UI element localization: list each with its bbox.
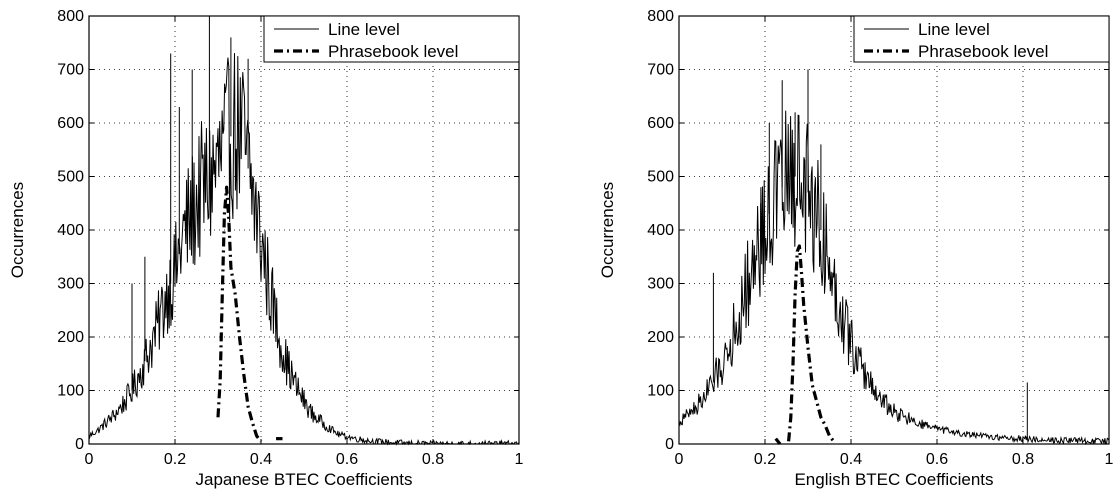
y-tick-label: 700 xyxy=(57,62,84,79)
y-tick-label: 800 xyxy=(57,8,84,25)
x-axis-label: English BTEC Coefficients xyxy=(794,470,993,489)
legend-label: Line level xyxy=(918,20,990,39)
x-tick-label: 0.8 xyxy=(1012,451,1034,468)
y-tick-label: 700 xyxy=(647,62,674,79)
y-tick-label: 300 xyxy=(57,276,84,293)
y-axis-label: Occurrences xyxy=(8,182,27,278)
y-tick-label: 400 xyxy=(647,222,674,239)
x-tick-label: 1 xyxy=(1105,451,1113,468)
x-tick-label: 0.8 xyxy=(422,451,444,468)
series-line-level xyxy=(678,110,1110,446)
legend-box xyxy=(853,15,1110,63)
series-phrasebook-segment xyxy=(774,437,782,446)
chart-panel-1: 0 0.2 0.4 0.6 0.8 1 0 100 200 300 400 500 600 700 800 J… xyxy=(8,8,524,489)
y-tick-label: 500 xyxy=(57,169,84,186)
y-tick-label: 0 xyxy=(75,436,84,453)
x-axis-label: Japanese BTEC Coefficients xyxy=(195,470,412,489)
y-tick-label: 0 xyxy=(665,436,674,453)
y-tick-label: 800 xyxy=(647,8,674,25)
series-line-level xyxy=(88,53,520,446)
y-tick-label: 200 xyxy=(57,329,84,346)
y-tick-label: 200 xyxy=(647,329,674,346)
y-axis-label: Occurrences xyxy=(598,182,617,278)
series-phrasebook-level xyxy=(216,185,263,443)
legend-label: Phrasebook level xyxy=(328,42,458,61)
x-tick-label: 0 xyxy=(85,451,94,468)
x-tick-label: 0.6 xyxy=(926,451,948,468)
x-tick-label: 0.4 xyxy=(840,451,862,468)
x-tick-label: 0 xyxy=(675,451,684,468)
y-tick-label: 600 xyxy=(647,115,674,132)
y-tick-label: 100 xyxy=(647,383,674,400)
legend-box xyxy=(263,15,520,63)
legend: Line level Phrasebook level xyxy=(263,15,520,63)
legend-label: Line level xyxy=(328,20,400,39)
y-tick-label: 500 xyxy=(647,169,674,186)
legend-label: Phrasebook level xyxy=(918,42,1048,61)
x-tick-label: 0.4 xyxy=(250,451,272,468)
legend: Line level Phrasebook level xyxy=(853,15,1110,63)
y-tick-label: 600 xyxy=(57,115,84,132)
y-tick-label: 100 xyxy=(57,383,84,400)
series-phrasebook-level xyxy=(787,244,836,443)
y-tick-label: 300 xyxy=(647,276,674,293)
x-tick-label: 0.6 xyxy=(336,451,358,468)
x-tick-label: 1 xyxy=(515,451,524,468)
y-tick-label: 400 xyxy=(57,222,84,239)
x-tick-label: 0.2 xyxy=(164,451,186,468)
chart-panel-2: 0 0.2 0.4 0.6 0.8 1 0 100 200 300 400 500 600 700 800 E… xyxy=(598,8,1113,489)
x-tick-label: 0.2 xyxy=(754,451,776,468)
